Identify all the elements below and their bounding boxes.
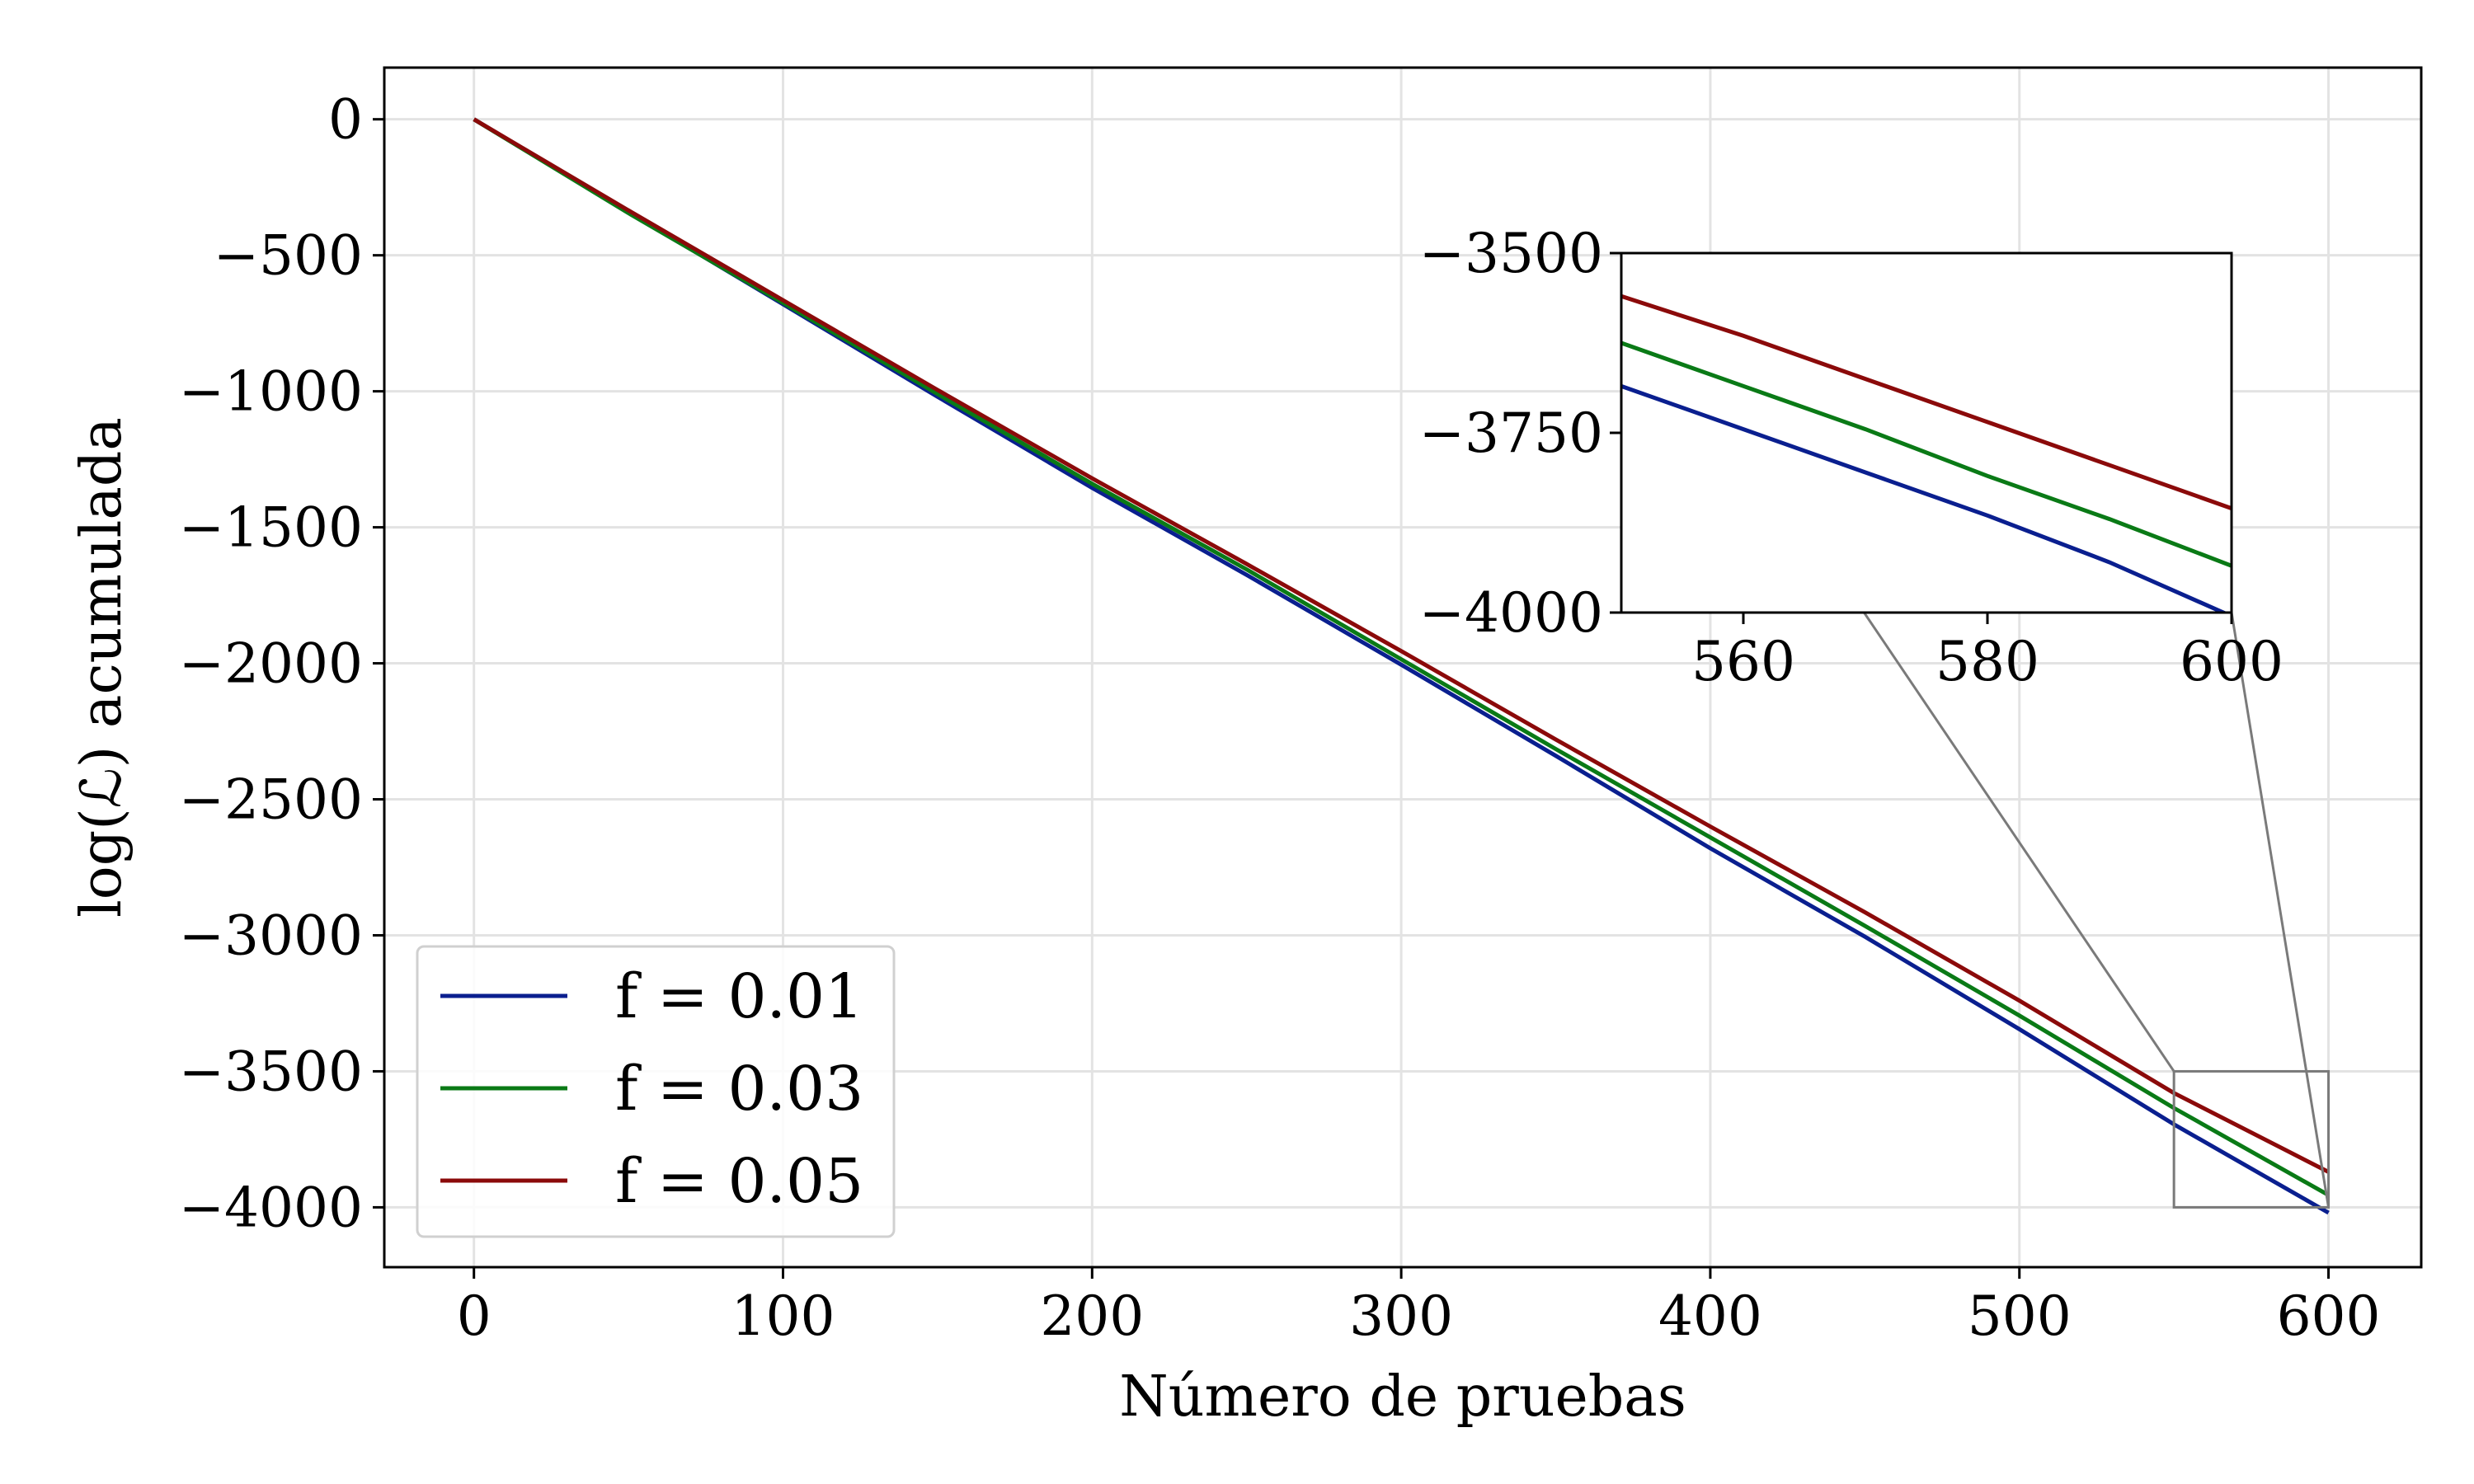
- inset-plot: 560 580 600 −3500 −3750 −4000: [1419, 222, 2284, 693]
- series-line: [473, 117, 2330, 1174]
- inset-background: [1621, 253, 2232, 613]
- x-axis-label: Número de pruebas: [1119, 1364, 1686, 1430]
- legend: f = 0.01 f = 0.03 f = 0.05: [416, 945, 896, 1238]
- inset-x-axis-ticks: 560 580 600: [1691, 613, 2284, 693]
- y-tick-label: 0: [328, 88, 363, 152]
- zoom-indicator-box: [2172, 1069, 2331, 1209]
- y-axis-ticks: 0 −500 −1000 −1500 −2000 −2500 −3000 −3500 −4000: [179, 88, 384, 1239]
- y-tick-label: −4000: [179, 1176, 363, 1239]
- plot-frame: [383, 66, 2423, 1269]
- y-tick-label: −500: [214, 224, 363, 288]
- inset-y-tick-label: −4000: [1419, 581, 1603, 645]
- y-tick-label: −3000: [179, 904, 363, 967]
- x-axis-ticks: 0 100 200 300 400 500 600: [457, 1267, 2381, 1348]
- y-tick-label: −2500: [179, 768, 363, 832]
- x-tick-label: 500: [1968, 1284, 2072, 1348]
- inset-y-axis-ticks: −3500 −3750 −4000: [1419, 222, 1621, 645]
- inset-y-tick-label: −3500: [1419, 222, 1603, 285]
- x-tick-label: 200: [1040, 1284, 1144, 1348]
- inset-x-tick-label: 560: [1691, 630, 1795, 693]
- zoom-connector-line: [2230, 612, 2331, 1208]
- legend-entry-label: f = 0.01: [615, 961, 863, 1032]
- legend-entry-label: f = 0.03: [615, 1054, 863, 1125]
- y-tick-label: −2000: [179, 632, 363, 696]
- y-tick-label: −1500: [179, 496, 363, 560]
- y-tick-label: −3500: [179, 1040, 363, 1103]
- legend-box: [416, 945, 896, 1238]
- y-axis-label: log(ℒ) acumulada: [69, 417, 134, 918]
- series-line: [473, 117, 2330, 1197]
- inset-series-line: [1621, 294, 2232, 510]
- x-tick-label: 100: [731, 1284, 835, 1348]
- main-series: [473, 117, 2330, 1215]
- inset-x-tick-label: 600: [2180, 630, 2284, 693]
- legend-entry-label: f = 0.05: [615, 1146, 863, 1217]
- y-tick-label: −1000: [179, 360, 363, 424]
- inset-x-tick-label: 580: [1935, 630, 2039, 693]
- x-tick-label: 400: [1658, 1284, 1762, 1348]
- x-tick-label: 0: [457, 1284, 492, 1348]
- inset-y-tick-label: −3750: [1419, 402, 1603, 465]
- inset-series: [1621, 294, 2232, 613]
- inset-series-line: [1621, 383, 2229, 613]
- inset-series-line: [1621, 340, 2232, 568]
- x-tick-label: 600: [2277, 1284, 2381, 1348]
- x-tick-label: 300: [1349, 1284, 1453, 1348]
